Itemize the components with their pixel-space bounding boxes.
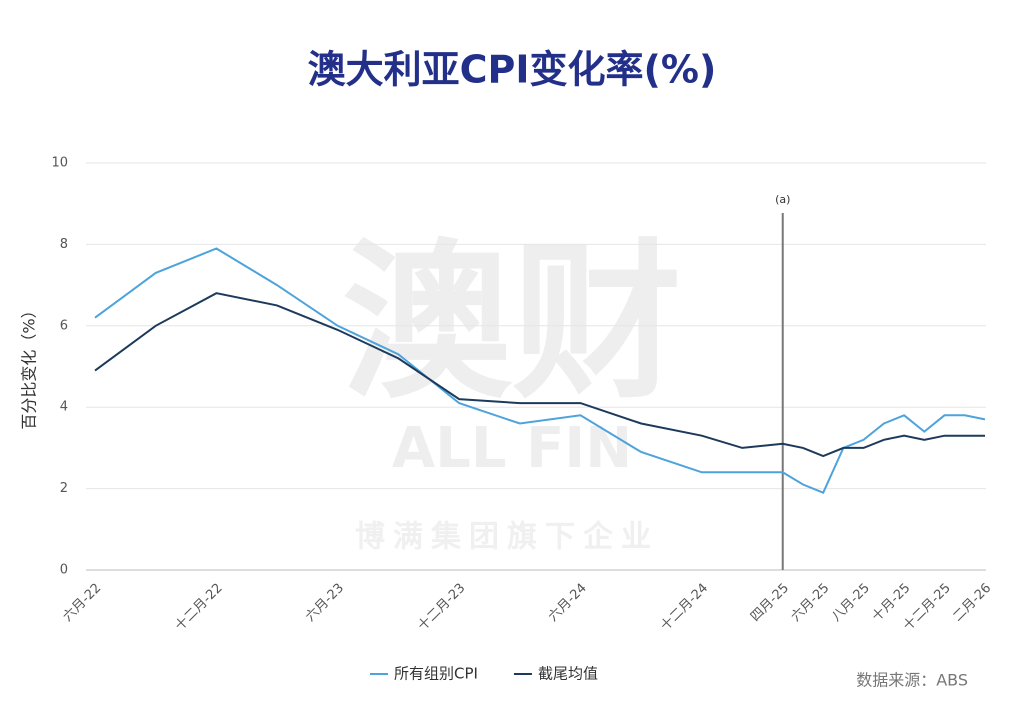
series-line	[94, 247, 986, 494]
reference-label: (a)	[775, 193, 790, 206]
y-axis-label: 百分比变化（%）	[20, 302, 39, 429]
y-tick-label: 8	[60, 237, 68, 252]
y-tick-label: 6	[60, 318, 68, 333]
y-tick-label: 0	[60, 563, 68, 578]
y-tick-label: 2	[60, 481, 68, 496]
x-tick-label: 六月-22	[60, 581, 104, 625]
x-tick-label: 六月-24	[546, 581, 590, 625]
watermark-logo: 澳财	[342, 224, 682, 422]
x-tick-label: 十二月-24	[658, 581, 711, 634]
y-tick-label: 4	[60, 400, 68, 415]
legend-label: 所有组别CPI	[394, 665, 478, 683]
chart-title: 澳大利亚CPI变化率(%)	[308, 48, 717, 92]
y-tick-label: 10	[51, 156, 68, 171]
legend-label: 截尾均值	[538, 665, 598, 683]
x-tick-label: 二月-26	[950, 581, 994, 625]
x-tick-label: 十二月-23	[415, 581, 468, 634]
x-tick-label: 八月-25	[829, 581, 873, 625]
watermark-tagline: 博满集团旗下企业	[355, 520, 659, 555]
source: 数据来源：ABS	[856, 671, 968, 690]
x-tick-label: 四月-25	[748, 581, 792, 625]
x-tick-label: 六月-25	[788, 581, 832, 625]
series-line	[94, 292, 985, 458]
x-tick-label: 十二月-22	[172, 581, 225, 634]
watermark-brand: ALL FIN	[392, 416, 632, 481]
x-tick-label: 六月-23	[303, 581, 347, 625]
